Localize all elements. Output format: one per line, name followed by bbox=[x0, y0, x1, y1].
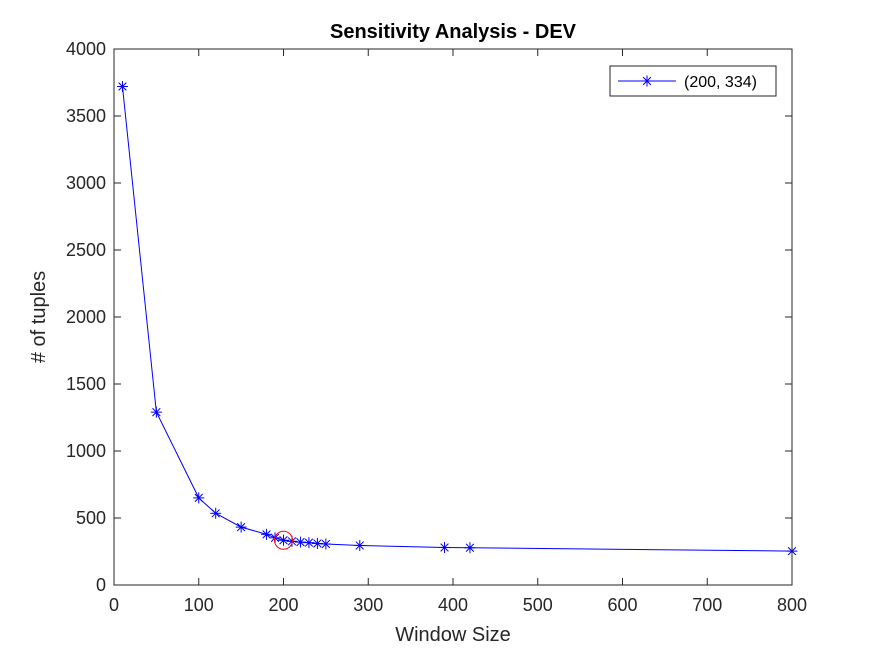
y-tick-label: 500 bbox=[76, 508, 106, 528]
data-point-marker bbox=[278, 534, 289, 546]
marker-stroke bbox=[355, 541, 365, 550]
highlight-circle bbox=[274, 530, 293, 550]
data-point-marker bbox=[294, 536, 306, 548]
legend: (200, 334) bbox=[609, 65, 777, 97]
y-tick-label: 1500 bbox=[66, 374, 106, 394]
data-point-marker bbox=[320, 538, 332, 550]
data-point-marker bbox=[235, 521, 247, 533]
x-tick-label: 600 bbox=[607, 595, 637, 615]
x-tick-label: 400 bbox=[438, 595, 468, 615]
marker-stroke bbox=[440, 543, 449, 552]
marker-stroke bbox=[194, 493, 203, 503]
y-tick-label: 2500 bbox=[66, 240, 106, 260]
chart-title: Sensitivity Analysis - DEV bbox=[330, 21, 577, 43]
y-axis-label: # of tuples bbox=[28, 271, 50, 363]
x-tick-label: 700 bbox=[692, 595, 722, 615]
x-tick-label: 100 bbox=[184, 595, 214, 615]
marker-stroke bbox=[262, 530, 271, 539]
marker-stroke bbox=[236, 522, 246, 532]
y-tick-label: 1000 bbox=[66, 441, 106, 461]
data-point-marker bbox=[303, 537, 315, 549]
marker-stroke bbox=[465, 543, 475, 552]
data-point-marker bbox=[116, 81, 128, 93]
y-tick-label: 0 bbox=[96, 575, 106, 595]
y-axis-ticks: 0 500 1000 1500 2000 2500 3000 3500 4000 bbox=[66, 39, 792, 595]
data-point-marker bbox=[439, 541, 451, 553]
y-tick-label: 2000 bbox=[66, 307, 106, 327]
x-tick-label: 500 bbox=[523, 595, 553, 615]
marker-stroke bbox=[152, 407, 161, 417]
legend-marker-glyph bbox=[641, 75, 653, 87]
marker-stroke bbox=[304, 538, 314, 547]
y-tick-label: 3500 bbox=[66, 106, 106, 126]
data-point-marker bbox=[210, 507, 222, 519]
data-point-marker bbox=[311, 537, 323, 549]
plot-frame bbox=[113, 48, 793, 586]
x-axis-label: Window Size bbox=[395, 624, 511, 646]
data-point-marker bbox=[464, 542, 476, 554]
series-layer bbox=[116, 81, 798, 557]
data-point-marker bbox=[354, 539, 366, 551]
marker-stroke bbox=[211, 509, 220, 518]
y-tick-label: 3000 bbox=[66, 173, 106, 193]
marker-stroke bbox=[642, 76, 652, 86]
x-axis-ticks: 0 100 200 300 400 500 600 700 800 bbox=[109, 49, 807, 615]
data-point-marker bbox=[150, 406, 162, 418]
marker-stroke bbox=[118, 82, 127, 91]
legend-asterisk-marker bbox=[641, 75, 653, 87]
y-tick-label: 4000 bbox=[66, 39, 106, 59]
data-point-marker bbox=[261, 528, 273, 540]
x-tick-label: 200 bbox=[268, 595, 298, 615]
legend-series-label: (200, 334) bbox=[684, 74, 757, 91]
plot-area bbox=[114, 49, 792, 585]
marker-stroke bbox=[279, 536, 288, 545]
marker-stroke bbox=[313, 539, 322, 548]
data-point-marker bbox=[193, 492, 205, 504]
marker-stroke bbox=[296, 537, 305, 547]
x-tick-label: 0 bbox=[109, 595, 119, 615]
marker-stroke bbox=[321, 539, 331, 549]
x-tick-label: 800 bbox=[777, 595, 807, 615]
x-tick-label: 300 bbox=[353, 595, 383, 615]
